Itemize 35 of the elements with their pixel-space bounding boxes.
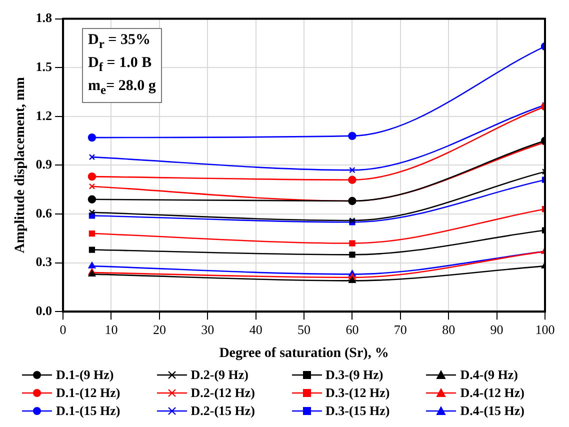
x-tick-label: 0	[60, 322, 66, 337]
y-axis-title: Amplitude displacement, mm	[13, 76, 28, 254]
y-tick-label: 1.5	[36, 58, 53, 74]
annotation: D$_{f}$ = 1.0 B	[88, 54, 153, 76]
x-tick-label: 100	[535, 322, 555, 337]
legend-label: D.4-(9 Hz)	[460, 366, 518, 383]
x-axis-title: Degree of saturation (Sr), %	[219, 346, 389, 362]
legend-label: D.2-(9 Hz)	[190, 366, 249, 383]
y-tick-label: 1.8	[36, 10, 53, 26]
y-tick-label: 0.0	[36, 302, 52, 318]
legend-label: D.2-(15 Hz)	[190, 402, 256, 419]
x-tick-label: 90	[490, 322, 504, 337]
legend-label: D.1-(12 Hz)	[56, 384, 120, 401]
y-tick-label: 0.6	[36, 205, 53, 220]
y-tick-label: 0.3	[36, 254, 53, 270]
x-tick-label: 80	[442, 322, 456, 337]
y-tick-label: 0.9	[36, 156, 53, 172]
x-tick-label: 20	[152, 322, 166, 337]
x-tick-label: 30	[201, 322, 214, 337]
x-tick-label: 40	[249, 322, 262, 337]
annotation: D$_{r}$ = 35%	[88, 31, 152, 53]
x-tick-label: 60	[346, 322, 359, 337]
legend-label: D.1-(15 Hz)	[56, 402, 120, 419]
annotation: m$_{e}$= 28.0 g	[88, 77, 156, 99]
legend-label: D.4-(12 Hz)	[460, 384, 525, 401]
legend-label: D.1-(9 Hz)	[56, 366, 114, 383]
x-tick-label: 70	[394, 322, 407, 337]
x-tick-label: 50	[298, 322, 311, 337]
legend-label: D.3-(12 Hz)	[326, 384, 390, 401]
legend-label: D.4-(15 Hz)	[460, 402, 525, 419]
legend-label: D.2-(12 Hz)	[190, 384, 256, 401]
x-tick-label: 10	[104, 322, 118, 337]
legend-label: D.3-(15 Hz)	[326, 402, 390, 419]
y-tick-label: 1.2	[36, 108, 52, 123]
legend-label: D.3-(9 Hz)	[326, 366, 384, 383]
